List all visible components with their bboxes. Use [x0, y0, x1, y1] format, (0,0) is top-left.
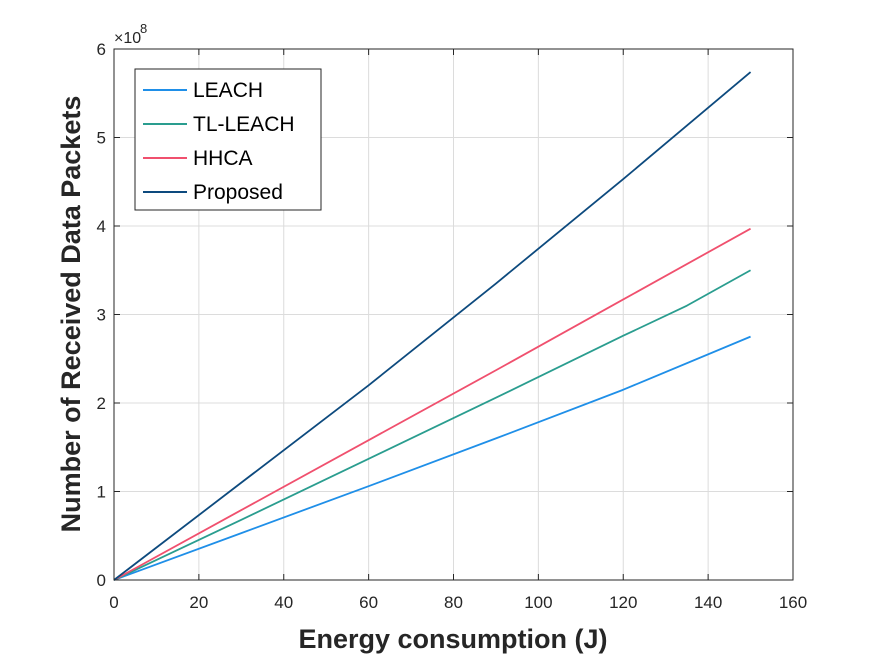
- legend-box: [134, 68, 322, 211]
- legend-label: HHCA: [193, 147, 253, 170]
- y-tick-label: 2: [97, 394, 106, 413]
- y-tick-label: 6: [97, 40, 106, 59]
- legend: LEACH TL-LEACH HHCA Proposed: [134, 68, 322, 211]
- y-tick-label: 5: [97, 129, 106, 148]
- series-line-proposed: [113, 71, 752, 581]
- legend-label: TL-LEACH: [193, 113, 295, 136]
- x-tick-label: 80: [444, 593, 463, 612]
- axis-ticks: 0 20 40 60 80 100 120 140 160 0 1 2 3 4 5 6: [97, 40, 808, 612]
- y-tick-label: 1: [97, 483, 106, 502]
- legend-label: Proposed: [193, 181, 283, 204]
- x-tick-label: 160: [779, 593, 807, 612]
- y-tick-label: 3: [97, 306, 106, 325]
- legend-label: LEACH: [193, 79, 263, 102]
- y-tick-label: 0: [97, 571, 106, 590]
- series-line-tl-leach: [113, 269, 751, 581]
- series-line-hhca: [113, 227, 751, 581]
- y-exponent-power: 8: [140, 21, 147, 36]
- x-tick-label: 20: [189, 593, 208, 612]
- y-exponent-base: ×10: [114, 30, 141, 47]
- x-tick-label: 140: [694, 593, 722, 612]
- x-tick-label: 120: [609, 593, 637, 612]
- y-axis-title: Number of Received Data Packets: [56, 96, 86, 533]
- x-tick-label: 100: [524, 593, 552, 612]
- x-tick-label: 60: [359, 593, 378, 612]
- x-axis-title: Energy consumption (J): [298, 624, 607, 654]
- series-line-leach: [113, 335, 751, 581]
- x-tick-label: 40: [274, 593, 293, 612]
- x-tick-label: 0: [109, 593, 118, 612]
- series-lines: [113, 71, 752, 581]
- y-tick-label: 4: [97, 217, 106, 236]
